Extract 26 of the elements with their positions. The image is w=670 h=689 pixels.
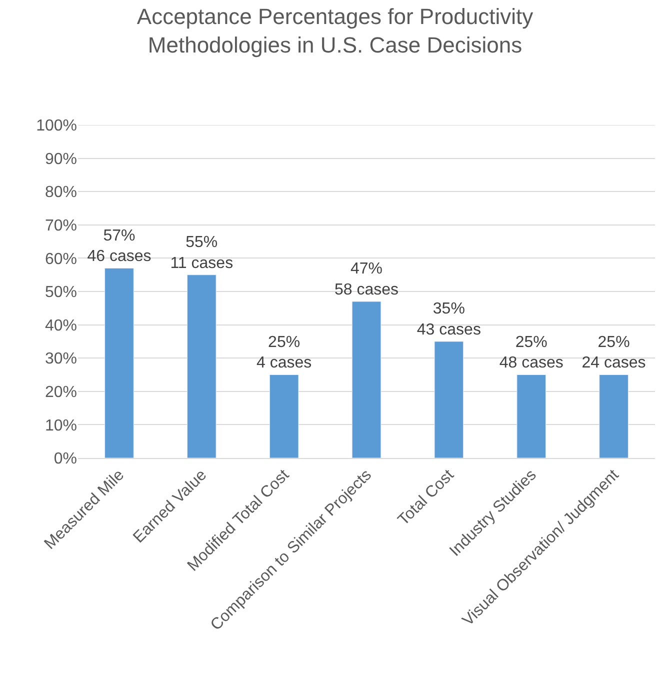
bar [104, 268, 134, 458]
data-label: 25% 24 cases [582, 334, 646, 372]
data-label: 57% 46 cases [87, 227, 152, 266]
y-tick-label: 80% [44, 184, 77, 202]
y-tick-label: 100% [36, 118, 77, 135]
bar [599, 374, 628, 458]
y-tick-label: 20% [44, 384, 77, 401]
data-label: 25% 4 cases [256, 334, 312, 372]
y-tick-label: 90% [44, 150, 77, 168]
bar [434, 341, 464, 458]
y-tick-label: 60% [44, 250, 77, 268]
y-tick-label: 30% [44, 350, 77, 368]
data-label: 55% 11 cases [170, 234, 234, 272]
bar [516, 374, 546, 458]
y-tick-label: 10% [44, 417, 77, 434]
y-tick-label: 0% [54, 450, 77, 468]
y-tick-label: 70% [44, 218, 77, 234]
bar [269, 374, 299, 458]
data-label: 47% 58 cases [334, 260, 399, 298]
y-tick-label: 40% [44, 317, 77, 334]
data-label: 25% 48 cases [499, 334, 564, 372]
bar [352, 301, 382, 458]
chart-title: Acceptance Percentages for Productivity Methodologies in U.S. Case Decisions [136, 4, 534, 58]
data-label: 35% 43 cases [416, 300, 481, 338]
y-tick-label: 50% [44, 284, 77, 302]
bar [186, 274, 216, 458]
